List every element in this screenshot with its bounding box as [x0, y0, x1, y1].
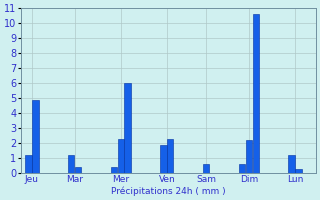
- Bar: [252, 14, 259, 173]
- Bar: [124, 83, 131, 173]
- Bar: [68, 155, 74, 173]
- Bar: [167, 139, 173, 173]
- Bar: [295, 169, 301, 173]
- Bar: [32, 100, 38, 173]
- Bar: [117, 139, 124, 173]
- Bar: [160, 145, 167, 173]
- Bar: [25, 155, 32, 173]
- Bar: [111, 167, 117, 173]
- Bar: [288, 155, 295, 173]
- Bar: [203, 164, 209, 173]
- X-axis label: Précipitations 24h ( mm ): Précipitations 24h ( mm ): [111, 186, 226, 196]
- Bar: [239, 164, 245, 173]
- Bar: [246, 140, 252, 173]
- Bar: [75, 167, 81, 173]
